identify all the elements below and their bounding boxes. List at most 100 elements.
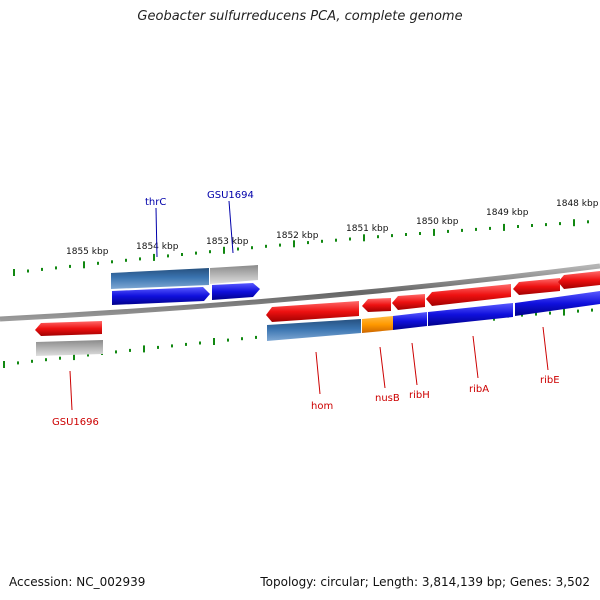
feature-thrC-cds[interactable] [112,287,210,305]
genome-backbone [0,263,600,322]
gene-label-nusB: nusB [375,393,400,404]
minor-tick [549,311,551,315]
major-tick [213,338,215,345]
feature-ribE-gene[interactable] [515,291,600,316]
minor-tick [209,250,211,254]
minor-tick [129,348,131,352]
kbp-label-1855: 1855 kbp [66,247,109,257]
kbp-scale-labels: 1855 kbp 1854 kbp 1853 kbp 1852 kbp 1851… [66,199,599,257]
feature-GSU1694-cds[interactable] [212,283,260,300]
minor-tick [255,335,257,339]
gene-label-GSU1694: GSU1694 [207,190,254,201]
kbp-label-1853: 1853 kbp [206,237,249,247]
minor-tick [195,251,197,255]
feature-thrC-gene[interactable] [111,268,209,289]
minor-tick [111,260,113,264]
minor-tick [307,241,309,245]
genome-summary-text: Topology: circular; Length: 3,814,139 bp… [260,575,590,589]
minor-tick [251,246,253,250]
gene-label-ribA: ribA [469,384,489,395]
kbp-label-1852: 1852 kbp [276,231,319,241]
minor-tick [181,253,183,256]
minor-tick [419,232,421,235]
minor-tick [59,356,61,360]
minor-tick [55,266,57,270]
minor-tick [349,237,351,241]
feature-ribA-gene[interactable] [428,303,513,326]
feature-next-cds[interactable] [558,271,600,289]
minor-tick [447,229,449,233]
minor-tick [17,361,19,365]
feature-ribE-cds[interactable] [513,278,560,295]
minor-tick [521,313,523,317]
gene-label-thrC: thrC [145,197,166,208]
feature-hom-cds[interactable] [266,301,359,322]
major-tick [293,240,295,248]
feature-GSU1696-gene[interactable] [36,340,103,356]
minor-tick [167,254,169,258]
outer-scale-track [13,219,589,276]
minor-tick [559,222,561,226]
major-tick [153,253,155,261]
gene-label-ribE: ribE [540,375,560,386]
feature-ribA-cds[interactable] [426,284,511,306]
minor-tick [241,337,243,341]
minor-tick [265,244,267,248]
minor-tick [157,345,159,349]
minor-tick [587,220,589,224]
minor-tick [171,344,173,348]
minor-tick [489,226,491,230]
feature-ribH-cds[interactable] [392,294,425,310]
major-tick [573,219,575,227]
minor-tick [41,267,43,271]
minor-tick [185,342,187,346]
label-leader-lines [69,200,549,411]
gene-label-hom: hom [311,401,333,412]
minor-tick [31,359,33,363]
minor-tick [461,228,463,232]
minor-tick [97,261,99,265]
minor-tick [199,341,201,345]
minor-tick [279,243,281,247]
feature-ribH-gene[interactable] [393,312,427,330]
minor-tick [535,312,537,316]
kbp-label-1849: 1849 kbp [486,208,529,218]
minor-tick [45,358,47,362]
feature-GSU1696-cds[interactable] [35,321,102,336]
minor-tick [69,264,71,268]
minor-tick [87,353,89,357]
major-tick [3,361,5,368]
map-title: Geobacter sulfurreducens PCA, complete g… [137,9,463,24]
major-tick [363,234,365,242]
feature-nusB-cds[interactable] [362,298,391,312]
feature-GSU1694-gene[interactable] [210,265,258,284]
minor-tick [517,225,519,228]
minor-tick [125,258,127,262]
kbp-label-1850: 1850 kbp [416,217,459,227]
gene-label-ribH: ribH [409,390,430,401]
minor-tick [405,233,407,236]
kbp-label-1848: 1848 kbp [556,199,599,209]
major-tick [223,246,225,254]
minor-tick [591,308,593,312]
minor-tick [139,257,141,261]
minor-tick [577,309,579,313]
minor-tick [321,239,323,243]
major-tick [73,353,75,361]
major-tick [433,228,435,236]
minor-tick [335,238,337,242]
minor-tick [391,234,393,238]
major-tick [83,261,85,269]
kbp-label-1854: 1854 kbp [136,242,179,252]
minor-tick [531,224,533,227]
accession-text: Accession: NC_002939 [9,575,146,589]
minor-tick [27,269,29,273]
feature-hom-gene[interactable] [267,319,361,341]
feature-nusB-gene[interactable] [362,316,393,333]
gene-label-GSU1696: GSU1696 [52,417,99,428]
major-tick [563,308,565,316]
minor-tick [115,350,117,354]
major-tick [143,345,145,353]
